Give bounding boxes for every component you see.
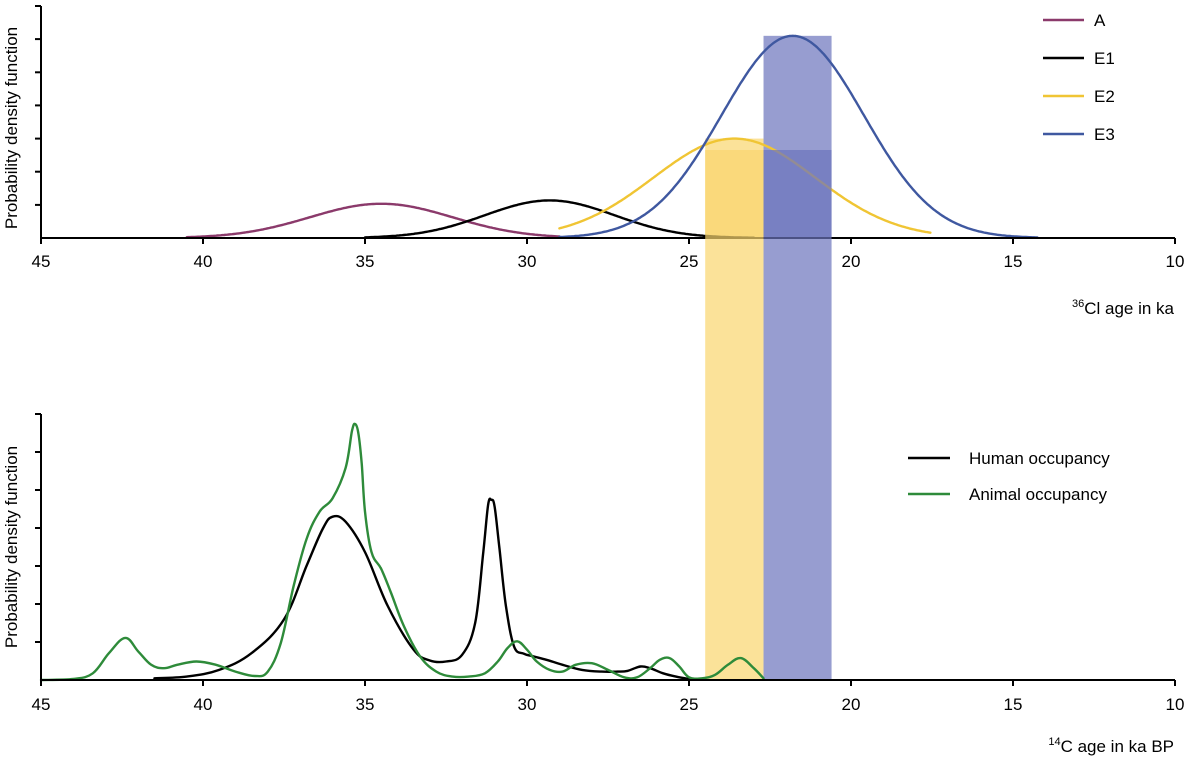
c14-x-tick-label: 10 bbox=[1166, 695, 1185, 714]
c14-x-axis-label-superscript: 14 bbox=[1048, 736, 1060, 748]
c14-x-tick-label: 40 bbox=[194, 695, 213, 714]
c14-y-ticks bbox=[35, 413, 41, 643]
c14-y-axis-label: Probability density function bbox=[2, 446, 21, 648]
cl36-chart-panel: 45 40 35 30 25 20 15 10 Probability density fun… bbox=[2, 5, 1185, 318]
cl36-x-tick-label: 40 bbox=[194, 252, 213, 271]
cl36-legend-label-e3: E3 bbox=[1094, 125, 1115, 144]
cl36-series-e2 bbox=[558, 137, 932, 234]
c14-legend: Human occupancy Animal occupancy bbox=[908, 449, 1110, 504]
cl36-x-axis-label-text: Cl age in ka bbox=[1084, 299, 1174, 318]
c14-legend-label-human-occupancy: Human occupancy bbox=[969, 449, 1110, 468]
cl36-x-tick-label: 10 bbox=[1166, 252, 1185, 271]
c14-band-2 bbox=[763, 150, 832, 680]
c14-highlight-bands bbox=[705, 150, 832, 680]
cl36-y-ticks bbox=[35, 5, 41, 206]
cl36-legend-label-e2: E2 bbox=[1094, 87, 1115, 106]
c14-band-1 bbox=[705, 150, 764, 680]
cl36-x-tick-label: 35 bbox=[356, 252, 375, 271]
cl36-series-a bbox=[185, 202, 561, 239]
c14-series-human-occupancy bbox=[153, 497, 691, 681]
cl36-x-axis-label-superscript: 36 bbox=[1072, 298, 1084, 310]
c14-chart-panel: 45 40 35 30 25 20 15 10 Probability density fun… bbox=[2, 150, 1184, 756]
c14-x-tick-label: 45 bbox=[32, 695, 51, 714]
c14-x-axis-label: 14C age in ka BP bbox=[1048, 736, 1174, 756]
cl36-series-e3 bbox=[558, 34, 1039, 239]
c14-x-tick-label: 20 bbox=[842, 695, 861, 714]
cl36-x-tick-label: 45 bbox=[32, 252, 51, 271]
cl36-legend: A E1 E2 E3 bbox=[1043, 11, 1115, 144]
c14-x-tick-label: 25 bbox=[680, 695, 699, 714]
cl36-y-axis-label: Probability density function bbox=[2, 27, 21, 229]
cl36-x-axis-label: 36Cl age in ka bbox=[1072, 298, 1175, 318]
cl36-legend-label-a: A bbox=[1094, 11, 1106, 30]
cl36-x-tick-label: 15 bbox=[1004, 252, 1023, 271]
c14-x-axis-label-text: C age in ka BP bbox=[1061, 737, 1174, 756]
cl36-x-tick-label: 25 bbox=[680, 252, 699, 271]
cl36-x-ticks: 45 40 35 30 25 20 15 10 bbox=[32, 238, 1185, 271]
cl36-series-e1 bbox=[363, 199, 755, 239]
c14-x-tick-label: 15 bbox=[1004, 695, 1023, 714]
cl36-legend-label-e1: E1 bbox=[1094, 49, 1115, 68]
cl36-x-tick-label: 30 bbox=[518, 252, 537, 271]
c14-legend-label-animal-occupancy: Animal occupancy bbox=[969, 485, 1107, 504]
cl36-series-layer bbox=[185, 34, 1039, 239]
c14-x-tick-label: 35 bbox=[356, 695, 375, 714]
cl36-x-tick-label: 20 bbox=[842, 252, 861, 271]
c14-series-layer bbox=[39, 422, 765, 682]
c14-series-animal-occupancy bbox=[39, 422, 765, 682]
c14-x-ticks: 45 40 35 30 25 20 15 10 bbox=[32, 680, 1185, 714]
c14-x-tick-label: 30 bbox=[518, 695, 537, 714]
